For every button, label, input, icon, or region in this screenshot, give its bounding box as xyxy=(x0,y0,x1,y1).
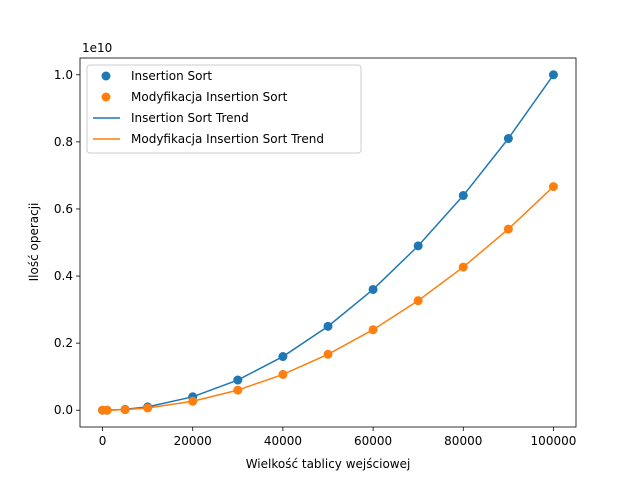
y-tick-label: 0.4 xyxy=(54,269,73,283)
x-axis-label: Wielkość tablicy wejściowej xyxy=(246,457,411,471)
data-point xyxy=(278,369,288,379)
data-point xyxy=(458,191,468,201)
x-tick-label: 100000 xyxy=(531,434,577,448)
data-point xyxy=(548,70,558,80)
data-point xyxy=(368,325,378,335)
y-tick-label: 0.6 xyxy=(54,202,73,216)
y-axis-ticks: 0.0 0.2 0.4 0.6 0.8 1.0 xyxy=(54,68,80,417)
axes-frame xyxy=(79,57,577,428)
data-point xyxy=(458,262,468,272)
data-point xyxy=(503,224,513,234)
legend-entry-label: Modyfikacja Insertion Sort Trend xyxy=(131,132,324,146)
data-point xyxy=(413,241,423,251)
data-point xyxy=(413,296,423,306)
y-tick-label: 0.8 xyxy=(54,135,73,149)
data-point xyxy=(323,349,333,359)
data-point xyxy=(102,405,112,415)
y-offset-label: 1e10 xyxy=(82,41,112,55)
legend-entry-label: Modyfikacja Insertion Sort xyxy=(131,90,288,104)
legend-marker xyxy=(101,92,111,102)
legend-marker xyxy=(101,71,111,81)
data-point xyxy=(278,352,288,362)
data-point xyxy=(120,405,130,415)
y-tick-label: 0.0 xyxy=(54,403,73,417)
data-point xyxy=(323,321,333,331)
legend-entry-label: Insertion Sort Trend xyxy=(131,111,249,125)
data-point xyxy=(233,375,243,385)
x-tick-label: 0 xyxy=(99,434,107,448)
y-tick-label: 1.0 xyxy=(54,68,73,82)
data-point xyxy=(233,385,243,395)
data-point xyxy=(503,134,513,144)
data-point xyxy=(368,284,378,294)
y-tick-label: 0.2 xyxy=(54,336,73,350)
x-tick-label: 40000 xyxy=(264,434,302,448)
legend-entry-label: Insertion Sort xyxy=(131,69,212,83)
x-tick-label: 80000 xyxy=(444,434,482,448)
y-axis-label: Ilość operacji xyxy=(27,203,41,282)
data-point xyxy=(143,403,153,413)
x-tick-label: 20000 xyxy=(174,434,212,448)
x-tick-label: 60000 xyxy=(354,434,392,448)
x-axis-ticks: 0 20000 40000 60000 80000 100000 xyxy=(99,427,577,448)
data-point xyxy=(188,396,198,406)
legend-box xyxy=(86,64,362,154)
series-layer xyxy=(98,70,558,415)
legend: Insertion Sort Modyfikacja Insertion Sort… xyxy=(86,64,362,154)
data-point xyxy=(548,182,558,192)
